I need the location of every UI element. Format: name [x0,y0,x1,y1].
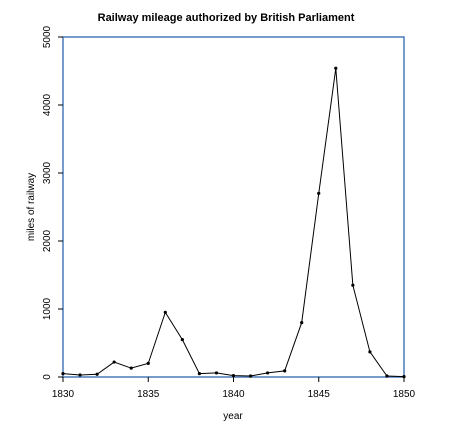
data-point [146,361,150,365]
y-tick-label: 1000 [42,297,53,320]
x-tick-label: 1835 [137,389,160,400]
data-point [78,373,82,377]
data-point [163,310,167,314]
x-tick-label: 1850 [393,389,416,400]
data-point [334,66,338,70]
chart-title: Railway mileage authorized by British Pa… [98,12,355,24]
data-point [283,369,287,373]
data-point [351,283,355,287]
y-tick-label: 0 [42,374,53,380]
plot-area [62,36,405,378]
data-point [197,372,201,376]
y-axis-label: miles of railway [26,173,37,241]
y-tick-label: 2000 [42,229,53,252]
data-point [214,371,219,375]
data-point [402,375,406,379]
data-point [61,372,65,376]
x-axis: 1830 1835 1840 1845 1850 [52,377,416,400]
x-tick-label: 1830 [52,389,75,400]
x-axis-label: year [223,411,243,422]
data-point [266,371,270,375]
data-point [231,374,236,378]
x-tick-label: 1840 [222,389,245,400]
x-tick-label: 1845 [308,389,331,400]
data-point [385,374,389,378]
series-line [62,68,405,378]
data-point [300,321,304,325]
plot-frame [62,36,405,378]
data-point [317,191,321,195]
y-tick-label: 4000 [42,93,53,116]
y-tick-label: 5000 [42,25,53,48]
series-group [61,66,406,379]
data-point [129,366,133,370]
y-tick-label: 3000 [42,161,53,184]
data-point [95,372,99,376]
data-point [180,338,184,342]
y-axis: 0 1000 2000 3000 4000 5000 [42,25,63,380]
data-point [112,360,116,364]
data-point [368,350,372,354]
data-point [248,374,253,378]
